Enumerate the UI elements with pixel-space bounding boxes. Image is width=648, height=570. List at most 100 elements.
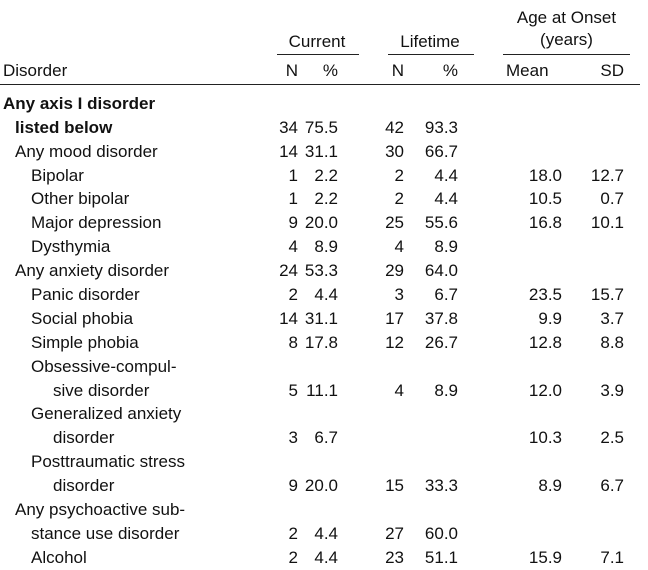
- header-bottom-rule: [0, 84, 640, 85]
- row-spacer: [624, 209, 640, 233]
- row-spacer: [624, 138, 640, 162]
- cell-mean: 10.5: [528, 189, 562, 209]
- cell-lifetime-pct: [404, 496, 458, 520]
- table-row: Panic disorder 2 4.4 3 6.7 23.5 15.7: [0, 281, 640, 305]
- cell-current-pct: 20.0: [304, 213, 338, 233]
- table-row: Any psychoactive sub-: [0, 496, 640, 520]
- cell-current-pct: 4.4: [314, 547, 338, 567]
- row-spacer: [624, 90, 640, 114]
- row-label: Any anxiety disorder: [15, 261, 170, 281]
- row-spacer: [624, 520, 640, 544]
- cell-sd: 2.5: [600, 428, 624, 448]
- cell-lifetime-n: [338, 424, 404, 448]
- row-label: Social phobia: [31, 308, 134, 328]
- cell-current-n: 2: [288, 523, 298, 543]
- row-spacer: [624, 114, 640, 138]
- cell-sd: 3.7: [600, 308, 624, 328]
- row-spacer: [624, 424, 640, 448]
- cell-current-pct: 6.7: [314, 428, 338, 448]
- cell-sd: 8.8: [600, 332, 624, 352]
- cell-mean: [458, 138, 562, 162]
- rule-current: [277, 54, 359, 55]
- table-row: Other bipolar 1 2.2 2 4.4 10.5 0.7: [0, 186, 640, 210]
- table-row: Bipolar 1 2.2 2 4.4 18.0 12.7: [0, 162, 640, 186]
- row-label: disorder: [53, 428, 115, 448]
- row-spacer: [624, 257, 640, 281]
- cell-lifetime-n: 17: [385, 308, 404, 328]
- cell-current-n: 9: [288, 213, 298, 233]
- cell-mean: 16.8: [528, 213, 562, 233]
- cell-lifetime-pct: 26.7: [424, 332, 458, 352]
- cell-lifetime-n: [338, 496, 404, 520]
- table-row: Simple phobia 8 17.8 12 26.7 12.8 8.8: [0, 329, 640, 353]
- cell-sd: 3.9: [600, 380, 624, 400]
- cell-sd: [562, 114, 624, 138]
- cell-current-n: 5: [288, 380, 298, 400]
- cell-mean: [458, 401, 562, 425]
- cell-lifetime-n: 27: [385, 523, 404, 543]
- cell-current-pct: 31.1: [304, 141, 338, 161]
- cell-current-n: 2: [288, 285, 298, 305]
- cell-sd: 12.7: [590, 165, 624, 185]
- row-label: Other bipolar: [31, 189, 130, 209]
- cell-current-n: 9: [288, 476, 298, 496]
- row-spacer: [624, 544, 640, 568]
- row-label: Dysthymia: [31, 237, 111, 257]
- cell-mean: 15.9: [528, 547, 562, 567]
- cell-current-n: 1: [288, 189, 298, 209]
- header-sd: SD: [600, 61, 624, 80]
- cell-lifetime-pct: [404, 353, 458, 377]
- cell-mean: 10.3: [528, 428, 562, 448]
- header-mean: Mean: [506, 61, 549, 80]
- cell-mean: [458, 448, 562, 472]
- cell-lifetime-pct: [404, 424, 458, 448]
- row-spacer: [624, 401, 640, 425]
- cell-current-pct: 2.2: [314, 165, 338, 185]
- row-label: Panic disorder: [31, 285, 140, 305]
- cell-sd: [562, 257, 624, 281]
- cell-mean: [458, 233, 562, 257]
- cell-current-n: 14: [279, 141, 298, 161]
- header-age-at-onset-line2: (years): [540, 30, 593, 49]
- cell-current-pct: [298, 448, 338, 472]
- cell-sd: 6.7: [600, 476, 624, 496]
- header-current: Current: [288, 32, 346, 51]
- cell-mean: 8.9: [538, 476, 562, 496]
- table-row: Any mood disorder 14 31.1 30 66.7: [0, 138, 640, 162]
- cell-lifetime-pct: 33.3: [424, 476, 458, 496]
- row-spacer: [624, 233, 640, 257]
- row-label: sive disorder: [53, 380, 150, 400]
- cell-mean: [458, 520, 562, 544]
- row-spacer: [624, 305, 640, 329]
- header-lifetime-n: N: [391, 61, 404, 80]
- cell-current-pct: [298, 401, 338, 425]
- row-label: Alcohol: [31, 547, 87, 567]
- table-row: Dysthymia 4 8.9 4 8.9: [0, 233, 640, 257]
- row-spacer: [624, 281, 640, 305]
- cell-lifetime-pct: 4.4: [434, 189, 458, 209]
- cell-mean: [458, 90, 562, 114]
- cell-current-n: 1: [288, 165, 298, 185]
- table-row: listed below 34 75.5 42 93.3: [0, 114, 640, 138]
- cell-lifetime-pct: 93.3: [424, 117, 458, 137]
- cell-mean: [458, 496, 562, 520]
- cell-sd: [562, 448, 624, 472]
- cell-current-n: [258, 90, 298, 114]
- cell-current-n: 14: [279, 308, 298, 328]
- table-row: Posttraumatic stress: [0, 448, 640, 472]
- cell-lifetime-pct: 66.7: [424, 141, 458, 161]
- cell-current-n: [258, 401, 298, 425]
- cell-mean: 9.9: [538, 308, 562, 328]
- cell-current-pct: 75.5: [304, 117, 338, 137]
- cell-current-pct: 17.8: [304, 332, 338, 352]
- cell-lifetime-n: [338, 401, 404, 425]
- cell-sd: 10.1: [590, 213, 624, 233]
- rule-age-at-onset: [503, 54, 630, 55]
- row-label: disorder: [53, 476, 115, 496]
- cell-lifetime-n: 25: [385, 213, 404, 233]
- rule-lifetime: [388, 54, 474, 55]
- cell-current-n: [258, 448, 298, 472]
- header-lifetime: Lifetime: [400, 32, 460, 51]
- cell-current-n: 34: [279, 117, 298, 137]
- cell-current-n: 3: [288, 428, 298, 448]
